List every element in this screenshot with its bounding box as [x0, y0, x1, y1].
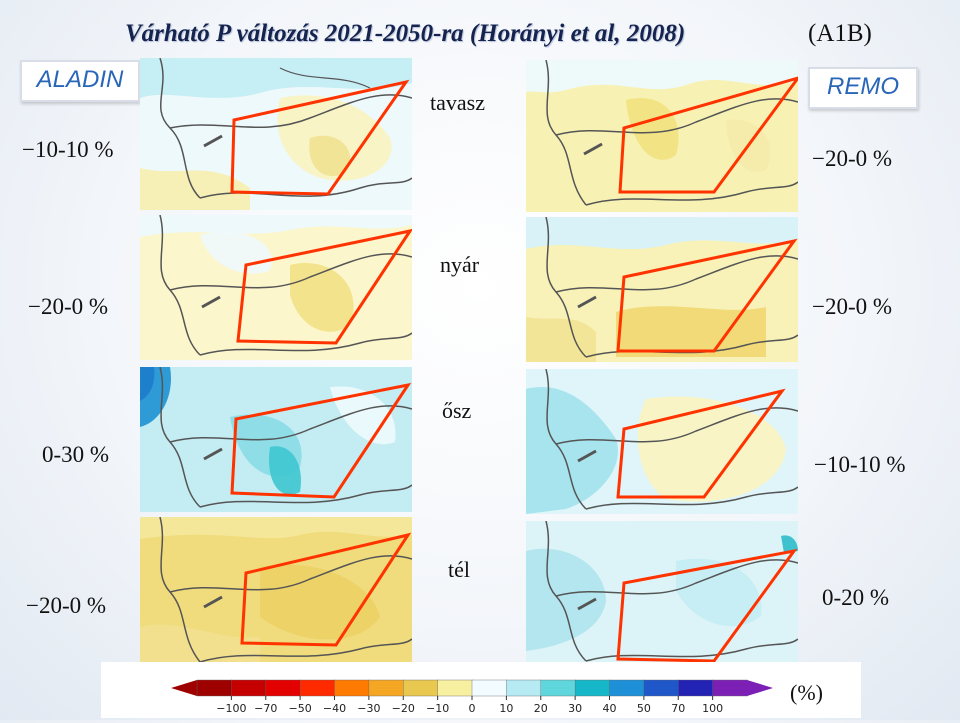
page-title: Várható P változás 2021-2050-ra (Horányi… — [125, 20, 686, 47]
legend-tick-label: −10 — [426, 702, 449, 715]
legend-tick-label: 40 — [603, 702, 617, 715]
legend-tick-label: 10 — [499, 702, 513, 715]
legend-tick-label: −40 — [323, 702, 346, 715]
legend-swatch — [368, 679, 404, 697]
legend-arrow-left — [171, 680, 197, 696]
legend-unit-label: (%) — [790, 680, 823, 705]
legend-swatch — [265, 679, 301, 697]
aladin-winter-range: −20-0 % — [26, 593, 107, 618]
legend-tick-label: 30 — [568, 702, 582, 715]
legend-swatch — [506, 679, 542, 697]
remo-summer-range: −20-0 % — [812, 294, 893, 319]
color-legend: −100 −70 −50 −40 −30 −20 −10 0 10 20 30 40 50 70 100 — [101, 662, 861, 718]
legend-swatch — [712, 679, 748, 697]
season-label-summer: nyár — [440, 252, 480, 277]
legend-swatch — [471, 679, 508, 697]
season-label-autumn: ősz — [442, 398, 472, 423]
legend-swatch — [643, 679, 679, 697]
legend-tick-label: −70 — [254, 702, 277, 715]
remo-winter-range: 0-20 % — [822, 585, 890, 610]
legend-arrow-right — [747, 680, 773, 696]
aladin-summer-map — [140, 215, 412, 360]
legend-tick-label: 50 — [637, 702, 651, 715]
legend-tick-label: −30 — [357, 702, 380, 715]
season-label-spring: tavasz — [430, 90, 485, 115]
aladin-autumn-range: 0-30 % — [42, 442, 110, 467]
legend-swatch — [437, 679, 473, 697]
aladin-spring-range: −10-10 % — [22, 137, 114, 162]
legend-tick-label: −100 — [216, 702, 246, 715]
legend-swatch — [231, 679, 267, 697]
remo-winter-map — [526, 521, 798, 666]
legend-tick-label: 100 — [702, 702, 723, 715]
legend-swatch — [574, 679, 611, 697]
legend-swatch — [678, 679, 714, 697]
remo-autumn-map — [526, 369, 798, 514]
remo-spring-range: −20-0 % — [812, 146, 893, 171]
legend-swatch — [299, 679, 336, 697]
aladin-winter-map — [140, 517, 412, 665]
remo-spring-map — [526, 60, 798, 212]
remo-model-label: REMO — [808, 67, 918, 109]
season-label-winter: tél — [448, 557, 470, 582]
legend-tick-label: 0 — [469, 702, 476, 715]
legend-tick-label: −50 — [289, 702, 312, 715]
legend-swatch — [334, 679, 370, 697]
legend-tick-label: 20 — [534, 702, 548, 715]
legend-tick-label: 70 — [671, 702, 685, 715]
remo-autumn-range: −10-10 % — [814, 452, 906, 477]
legend-swatch — [196, 679, 233, 697]
aladin-model-label: ALADIN — [20, 60, 140, 102]
legend-tick-label: −20 — [392, 702, 415, 715]
remo-summer-map — [526, 217, 798, 362]
legend-colorbar: −100 −70 −50 −40 −30 −20 −10 0 10 20 30 40 50 70 100 — [171, 679, 773, 715]
legend-swatch — [403, 679, 439, 697]
legend-swatch — [540, 679, 576, 697]
aladin-spring-map — [140, 58, 412, 210]
legend-swatch — [609, 679, 645, 697]
scenario-label: (A1B) — [808, 20, 872, 47]
aladin-autumn-map — [140, 367, 412, 512]
aladin-summer-range: −20-0 % — [28, 294, 109, 319]
